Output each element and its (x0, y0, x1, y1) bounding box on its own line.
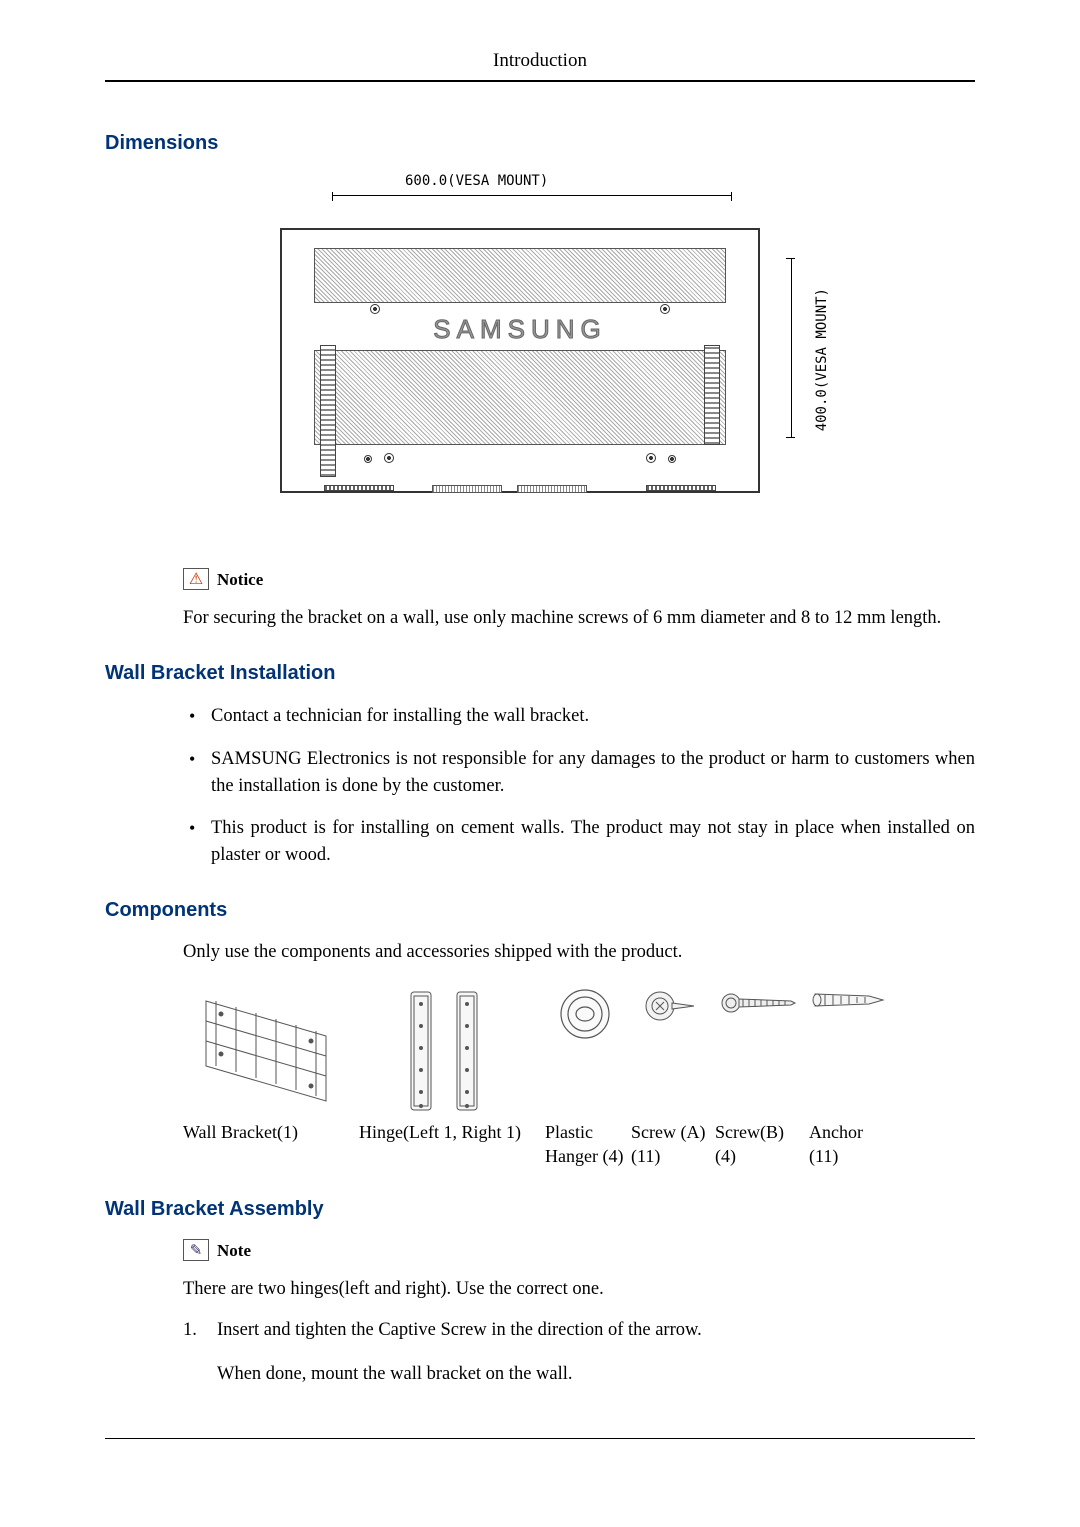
note-icon: ✎ (183, 1239, 209, 1261)
notice-label: Notice (217, 570, 263, 590)
tv-foot-left (324, 485, 394, 499)
assembly-steps-list: 1. Insert and tighten the Captive Screw … (183, 1317, 975, 1388)
vesa-right-dimension-line (791, 258, 792, 438)
component-label: Anchor (11) (809, 1120, 889, 1169)
vesa-screw-hole-br (646, 453, 656, 463)
section-heading-assembly: Wall Bracket Assembly (105, 1198, 975, 1221)
vesa-screw-hole-tl (370, 304, 380, 314)
mount-rail-left (320, 345, 336, 477)
component-hinge: Hinge(Left 1, Right 1) (359, 980, 539, 1144)
section-heading-components: Components (105, 899, 975, 922)
tv-bottom-connectors (432, 485, 597, 497)
tv-top-hatch-panel (314, 248, 726, 303)
tv-back-outline: SAMSUNG (280, 228, 760, 493)
samsung-logo: SAMSUNG (282, 314, 758, 345)
note-callout: ✎ Note (183, 1239, 975, 1261)
notice-text: For securing the bracket on a wall, use … (183, 606, 975, 632)
components-intro: Only use the components and accessories … (183, 940, 975, 966)
vesa-top-dimension-line (332, 195, 732, 196)
component-screw-b: Screw(B) (4) (715, 980, 803, 1169)
tv-foot-right (646, 485, 716, 499)
notice-callout: ⚠ Notice (183, 568, 975, 590)
vesa-top-label: 600.0(VESA MOUNT) (405, 173, 548, 189)
assembly-step: 1. Insert and tighten the Captive Screw … (183, 1317, 975, 1388)
step-number: 1. (183, 1317, 197, 1344)
screw-b-icon (719, 986, 799, 1020)
note-text: There are two hinges(left and right). Us… (183, 1277, 975, 1303)
note-label: Note (217, 1241, 251, 1261)
dimensions-diagram: 600.0(VESA MOUNT) 400.0(VESA MOUNT) SAMS… (105, 173, 975, 538)
tv-bottom-hatch-panel (314, 350, 726, 445)
footer-rule (105, 1438, 975, 1439)
installation-bullet: SAMSUNG Electronics is not responsible f… (183, 746, 975, 800)
wall-bracket-icon (191, 986, 346, 1116)
installation-bullet: Contact a technician for installing the … (183, 703, 975, 730)
anchor-icon (809, 986, 889, 1014)
component-label: Screw (A)(11) (631, 1120, 709, 1169)
installation-bullet: This product is for installing on cement… (183, 815, 975, 869)
screw-a-icon (642, 986, 698, 1028)
component-wall-bracket: Wall Bracket(1) (183, 980, 353, 1144)
screw-hole-small-r (668, 455, 676, 463)
page-header-title: Introduction (105, 50, 975, 82)
component-screw-a: Screw (A)(11) (631, 980, 709, 1169)
vesa-right-label: 400.0(VESA MOUNT) (814, 288, 830, 431)
vesa-screw-hole-bl (384, 453, 394, 463)
vesa-screw-hole-tr (660, 304, 670, 314)
component-plastic-hanger: Plastic Hanger (4) (545, 980, 625, 1169)
plastic-hanger-icon (557, 986, 613, 1042)
step-text-line2: When done, mount the wall bracket on the… (217, 1362, 975, 1388)
warning-icon: ⚠ (183, 568, 209, 590)
section-heading-dimensions: Dimensions (105, 132, 975, 155)
step-text-line1: Insert and tighten the Captive Screw in … (217, 1320, 702, 1340)
component-label: Wall Bracket(1) (183, 1120, 353, 1144)
mount-rail-right (704, 345, 720, 445)
screw-hole-small-l (364, 455, 372, 463)
section-heading-installation: Wall Bracket Installation (105, 662, 975, 685)
component-label: Hinge(Left 1, Right 1) (359, 1120, 539, 1144)
component-anchor: Anchor (11) (809, 980, 889, 1169)
component-label: Screw(B) (4) (715, 1120, 803, 1169)
components-grid: Wall Bracket(1) Hinge(Left 1, (183, 980, 975, 1169)
component-label: Plastic Hanger (4) (545, 1120, 625, 1169)
hinge-icon (403, 986, 495, 1121)
installation-bullet-list: Contact a technician for installing the … (183, 703, 975, 869)
